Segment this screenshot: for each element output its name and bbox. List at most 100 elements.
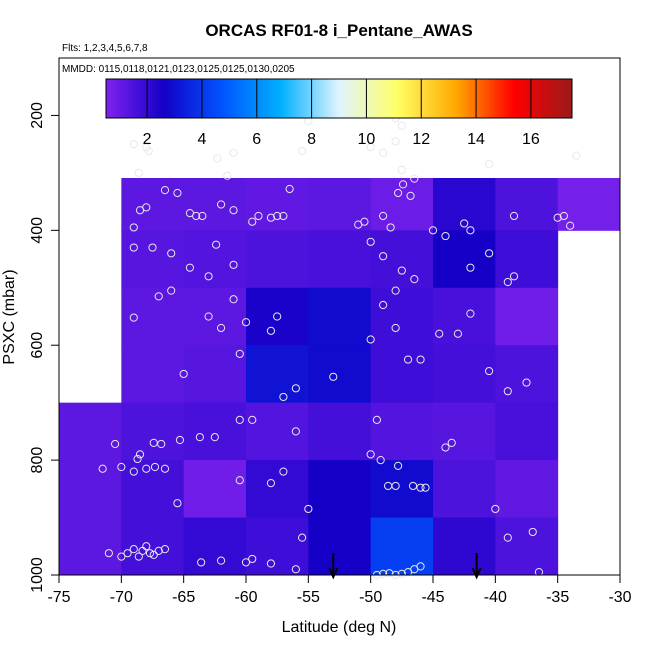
heat-cell	[308, 460, 372, 519]
heat-cell	[495, 517, 559, 576]
sample-point	[509, 211, 519, 221]
colorbar-tick-label: 8	[307, 131, 316, 148]
heat-cell	[495, 178, 559, 231]
sample-point	[129, 223, 138, 232]
heat-cell	[370, 517, 434, 576]
sample-point	[366, 142, 375, 152]
sample-point	[329, 372, 338, 381]
sample-point	[142, 203, 151, 212]
sample-point	[285, 184, 294, 194]
sample-point	[559, 211, 569, 221]
sample-point	[216, 556, 226, 565]
sample-point	[397, 569, 406, 578]
sample-point	[197, 558, 206, 567]
sample-point	[391, 286, 400, 295]
sample-point	[386, 223, 395, 232]
sample-point	[216, 200, 226, 209]
sample-point	[266, 559, 276, 568]
sample-point	[279, 392, 288, 402]
sample-point	[397, 266, 406, 275]
sample-point	[211, 240, 221, 249]
sample-point	[154, 546, 163, 555]
x-axis-label: Latitude (deg N)	[282, 619, 397, 636]
sample-point	[149, 550, 158, 559]
sample-point	[150, 462, 160, 472]
sample-point	[453, 329, 463, 338]
sample-point	[566, 221, 575, 230]
sample-point	[216, 323, 226, 333]
sample-point	[266, 326, 276, 335]
colorbar-tick-label: 14	[467, 131, 485, 148]
x-tick-label: -60	[234, 589, 257, 606]
sample-point	[379, 569, 388, 578]
sample-point	[133, 454, 142, 464]
sample-point	[229, 148, 238, 157]
heat-cell	[370, 287, 434, 346]
sample-point	[98, 464, 107, 473]
sample-point	[397, 165, 406, 175]
sample-point	[435, 329, 444, 338]
sample-point	[235, 415, 244, 424]
sample-point	[144, 146, 153, 156]
sample-point	[291, 565, 300, 574]
heat-cell	[246, 345, 309, 404]
sample-point	[385, 569, 394, 578]
sample-point	[428, 226, 438, 235]
sample-point	[366, 450, 375, 459]
sample-point	[291, 427, 300, 436]
heat-cell	[246, 230, 309, 289]
colorbar-ticks: 2 4 6 8 10 12 14 16	[143, 79, 540, 148]
sample-point	[441, 231, 450, 241]
sample-point	[223, 171, 232, 180]
sample-point	[466, 309, 475, 318]
sample-point	[466, 263, 475, 272]
sample-point	[134, 552, 143, 561]
arrow-head	[471, 567, 482, 580]
sample-point	[398, 180, 408, 189]
sample-point	[406, 191, 415, 200]
colorbar-tick-label: 6	[252, 131, 261, 148]
heat-cell	[433, 460, 496, 519]
heat-cell	[59, 402, 122, 461]
sample-point	[129, 545, 138, 554]
sample-point	[235, 349, 244, 358]
sample-point	[254, 211, 263, 221]
sample-point	[360, 217, 369, 226]
sample-point	[503, 533, 512, 542]
sample-point	[157, 439, 166, 449]
sample-point	[366, 335, 375, 344]
sample-point	[391, 137, 400, 146]
colorbar-tick-label: 10	[358, 131, 376, 148]
heat-cell	[308, 402, 372, 461]
sample-point	[416, 483, 425, 492]
heat-cell	[495, 345, 559, 404]
sample-point	[416, 562, 425, 571]
heat-cell	[183, 178, 247, 231]
heat-cell	[370, 230, 434, 289]
y-axis-label: PSXC (mbar)	[1, 269, 18, 364]
sample-point	[142, 464, 151, 473]
sample-point	[248, 554, 257, 564]
sample-point	[376, 456, 385, 465]
sample-point	[248, 415, 257, 424]
x-tick-label: -40	[484, 589, 507, 606]
sample-point	[485, 160, 494, 169]
heat-cell	[308, 517, 372, 576]
sample-point	[379, 211, 388, 221]
sample-point	[379, 252, 388, 261]
sample-point	[173, 188, 182, 198]
heat-cell	[121, 178, 185, 231]
sample-point	[160, 186, 170, 195]
heat-cell	[121, 402, 185, 461]
x-tick-label: -75	[47, 589, 70, 606]
sample-point	[416, 355, 425, 364]
heat-cell	[433, 230, 496, 289]
colorbar-tick-label: 12	[412, 131, 430, 148]
heat-cell	[370, 460, 434, 519]
sample-point	[129, 467, 138, 476]
heat-cell	[121, 287, 185, 346]
sample-point	[248, 217, 257, 226]
y-tick-label: 400	[29, 217, 46, 244]
sample-point	[195, 433, 204, 442]
heat-cell	[121, 345, 185, 404]
